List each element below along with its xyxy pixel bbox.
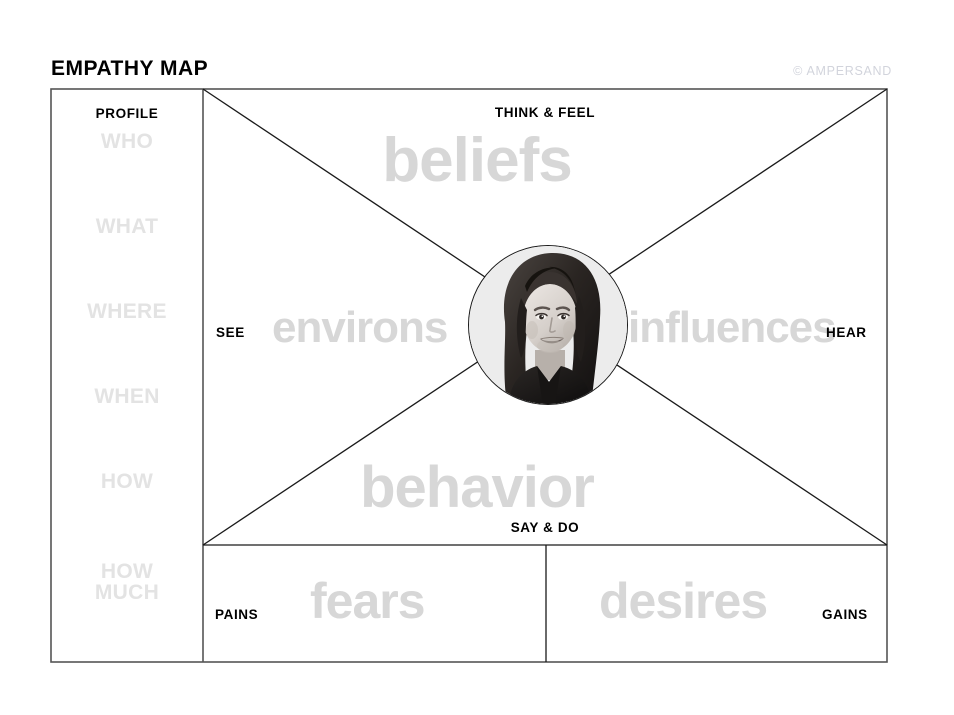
quadrant-label-think-and-feel[interactable]: THINK & FEEL (494, 105, 596, 120)
sidebar-item-who[interactable]: WHO (100, 130, 154, 153)
persona-portrait-image (469, 246, 627, 404)
sidebar-item-how-much[interactable]: HOW MUCH (94, 560, 160, 605)
quadrant-ghost-beliefs: beliefs (382, 126, 572, 195)
sidebar-item-what[interactable]: WHAT (95, 215, 159, 238)
persona-portrait[interactable] (468, 245, 628, 405)
sidebar-item-where[interactable]: WHERE (87, 300, 167, 323)
page-title: EMPATHY MAP (51, 57, 209, 80)
sidebar-heading: PROFILE (95, 106, 159, 121)
quadrant-label-see[interactable]: SEE (216, 325, 245, 340)
sidebar-item-how[interactable]: HOW (100, 470, 154, 493)
sidebar-item-when[interactable]: WHEN (94, 385, 160, 408)
copyright-credit: © AMPERSAND (793, 64, 892, 78)
quadrant-label-hear[interactable]: HEAR (826, 325, 867, 340)
quadrant-label-gains[interactable]: GAINS (822, 607, 868, 622)
quadrant-ghost-influences: influences (628, 303, 837, 352)
profile-sidebar: PROFILE WHO WHAT WHERE WHEN HOW HOW MUCH (51, 89, 203, 662)
bottom-ghost-fears: fears (310, 573, 426, 629)
quadrant-label-pains[interactable]: PAINS (215, 607, 259, 622)
bottom-ghost-desires: desires (599, 573, 768, 629)
quadrant-label-say-and-do[interactable]: SAY & DO (510, 520, 580, 535)
quadrant-ghost-environs: environs (272, 303, 448, 352)
quadrant-ghost-behavior: behavior (360, 455, 595, 520)
